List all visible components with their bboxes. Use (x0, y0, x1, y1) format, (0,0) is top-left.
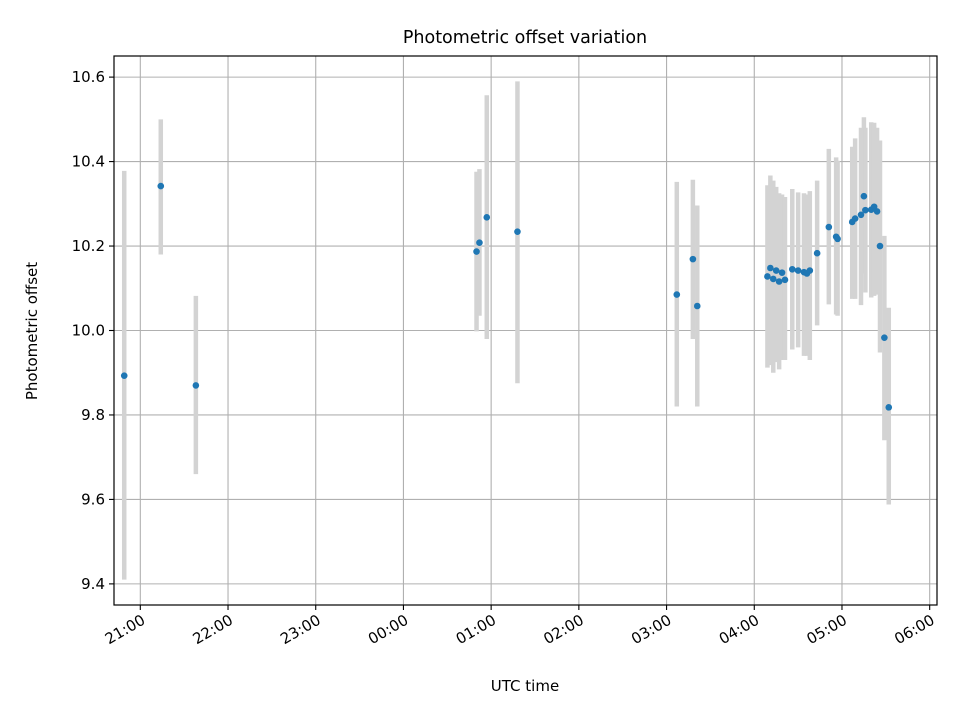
x-axis-label: UTC time (491, 677, 559, 695)
data-point (764, 273, 771, 280)
data-point (483, 214, 491, 221)
data-point (769, 275, 777, 283)
chart-title: Photometric offset variation (403, 28, 647, 48)
data-point (673, 291, 681, 298)
data-point (862, 206, 869, 214)
y-tick-label: 10.2 (72, 237, 105, 255)
y-tick-label: 9.6 (81, 490, 105, 508)
y-tick-label: 9.4 (81, 575, 105, 593)
y-axis-label: Photometric offset (23, 262, 41, 400)
data-point (788, 265, 796, 273)
data-point (781, 276, 789, 284)
data-points (120, 182, 893, 411)
data-point (881, 334, 888, 341)
data-point (806, 267, 814, 274)
data-point (693, 302, 701, 310)
data-point (834, 235, 841, 243)
data-point (851, 215, 859, 222)
y-tick-label: 10.6 (72, 68, 105, 86)
data-point (873, 208, 881, 215)
data-point (192, 382, 200, 389)
data-point (778, 269, 786, 276)
y-tick-label: 10.0 (72, 322, 105, 340)
data-point (775, 278, 783, 285)
data-point (813, 249, 821, 257)
data-point (120, 372, 128, 379)
data-point (157, 182, 165, 190)
data-point (473, 248, 480, 255)
data-point (857, 211, 865, 219)
data-point (825, 223, 833, 231)
data-point (476, 239, 483, 246)
y-tick-label: 10.4 (72, 153, 105, 171)
data-point (514, 228, 521, 235)
data-point (767, 264, 774, 272)
data-point (794, 267, 802, 274)
y-axis: 9.4 9.6 9.8 10.0 10.2 10.4 10.6 (72, 68, 114, 593)
data-point (860, 192, 868, 200)
data-point (772, 267, 780, 274)
y-tick-label: 9.8 (81, 406, 105, 424)
data-point (876, 242, 884, 250)
data-point (885, 404, 893, 411)
data-point (689, 255, 697, 263)
